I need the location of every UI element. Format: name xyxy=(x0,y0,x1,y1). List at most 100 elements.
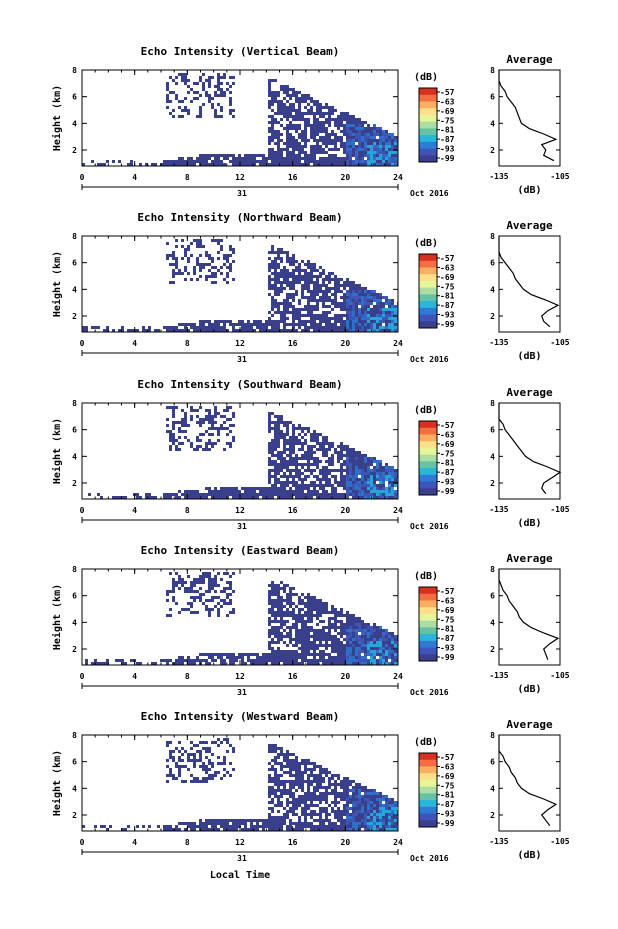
colorbar-tick-label: -93 xyxy=(440,311,455,320)
colorbar-swatch xyxy=(419,307,437,315)
colorbar-swatch xyxy=(419,474,437,482)
avg-y-tick-label: 8 xyxy=(490,731,495,740)
y-tick-label: 2 xyxy=(72,146,77,155)
colorbar-swatch xyxy=(419,280,437,289)
colorbar-tick-label: -63 xyxy=(440,762,455,771)
y-axis-label: Height (km) xyxy=(51,584,63,650)
avg-profile-line xyxy=(498,403,562,495)
avg-y-tick-label: 2 xyxy=(490,146,495,155)
month-label: Oct 2016 xyxy=(410,355,449,364)
colorbar-swatch xyxy=(419,114,437,123)
colorbar-tick-label: -87 xyxy=(440,634,455,643)
colorbar: -57-63-69-75-81-87-93-99 xyxy=(418,87,455,163)
x-tick-label: 16 xyxy=(288,838,298,847)
colorbar-swatch xyxy=(419,481,437,489)
colorbar: -57-63-69-75-81-87-93-99 xyxy=(418,752,455,828)
avg-y-tick-label: 4 xyxy=(490,784,495,793)
x-tick-label: 8 xyxy=(185,672,190,681)
colorbar-tick-label: -69 xyxy=(440,606,455,615)
y-tick-label: 4 xyxy=(72,784,77,793)
colorbar-tick-label: -57 xyxy=(440,254,455,263)
avg-y-tick-label: 6 xyxy=(490,259,495,268)
colorbar-swatch xyxy=(419,447,437,456)
colorbar-tick-label: -87 xyxy=(440,468,455,477)
y-tick-label: 4 xyxy=(72,452,77,461)
colorbar-swatch xyxy=(419,800,437,808)
day-label: 31 xyxy=(237,854,247,863)
colorbar-tick-label: -63 xyxy=(440,97,455,106)
colorbar-swatch xyxy=(419,314,437,322)
colorbar-swatch xyxy=(419,267,437,275)
heatmap-cells xyxy=(85,572,398,665)
x-tick-label: 12 xyxy=(235,838,245,847)
x-tick-label: 0 xyxy=(80,672,85,681)
x-tick-label: 4 xyxy=(132,672,137,681)
colorbar-tick-label: -93 xyxy=(440,810,455,819)
colorbar-swatch xyxy=(419,135,437,143)
y-ticks: 2 4 6 8 xyxy=(72,565,398,654)
average-profile: Average 2 4 6 8 -135 -105 (dB) xyxy=(489,219,569,362)
average-title: Average xyxy=(506,386,553,399)
x-tick-label: 24 xyxy=(393,672,403,681)
heatmap-cells xyxy=(82,239,398,332)
x-tick-label: 24 xyxy=(393,506,403,515)
colorbar-swatch xyxy=(419,600,437,608)
x-tick-label: 16 xyxy=(288,173,298,182)
panel-1: Echo Intensity (Vertical Beam) 0 4 8 12 16 20 2… xyxy=(51,45,570,198)
colorbar-tick-label: -57 xyxy=(440,88,455,97)
x-tick-label: 16 xyxy=(288,506,298,515)
colorbar-swatch xyxy=(419,813,437,821)
colorbar-swatch xyxy=(419,287,437,295)
y-axis-label: Height (km) xyxy=(51,750,63,816)
avg-profile-line xyxy=(498,735,558,827)
average-frame xyxy=(498,568,561,666)
colorbar-tick-label: -87 xyxy=(440,800,455,809)
colorbar-swatch xyxy=(419,806,437,814)
x-tick-label: 8 xyxy=(185,838,190,847)
colorbar-frame xyxy=(418,87,438,163)
avg-y-tick-label: 4 xyxy=(490,285,495,294)
avg-x-tick-label: -105 xyxy=(550,172,569,181)
y-axis-label: Height (km) xyxy=(51,85,63,151)
panel-title: Echo Intensity (Eastward Beam) xyxy=(141,544,340,557)
colorbar-swatch xyxy=(419,121,437,129)
y-tick-label: 6 xyxy=(72,259,77,268)
y-tick-label: 2 xyxy=(72,645,77,654)
colorbar-swatch xyxy=(419,820,437,828)
x-tick-label: 4 xyxy=(132,339,137,348)
avg-y-tick-label: 8 xyxy=(490,399,495,408)
avg-y-tick-label: 8 xyxy=(490,565,495,574)
colorbar-swatch xyxy=(419,607,437,615)
x-tick-label: 20 xyxy=(341,672,351,681)
day-label: 31 xyxy=(237,522,247,531)
y-tick-label: 2 xyxy=(72,479,77,488)
avg-y-tick-label: 6 xyxy=(490,592,495,601)
colorbar-swatch xyxy=(419,155,437,163)
avg-y-tick-label: 6 xyxy=(490,758,495,767)
avg-x-tick-label: -135 xyxy=(489,671,508,680)
month-label: Oct 2016 xyxy=(410,522,449,531)
avg-x-label: (dB) xyxy=(517,518,541,529)
colorbar-frame xyxy=(418,420,438,496)
avg-y-tick-label: 2 xyxy=(490,312,495,321)
panel-title: Echo Intensity (Southward Beam) xyxy=(137,378,342,391)
colorbar-tick-label: -75 xyxy=(440,282,455,291)
colorbar-unit: (dB) xyxy=(414,571,438,582)
month-label: Oct 2016 xyxy=(410,688,449,697)
day-label: 31 xyxy=(237,189,247,198)
x-tick-label: 16 xyxy=(288,339,298,348)
colorbar: -57-63-69-75-81-87-93-99 xyxy=(418,420,455,496)
colorbar-swatch xyxy=(419,593,437,601)
heatmap-cells xyxy=(88,406,398,499)
colorbar-tick-label: -75 xyxy=(440,781,455,790)
colorbar-swatch xyxy=(419,274,437,282)
day-label: 31 xyxy=(237,355,247,364)
colorbar-tick-label: -69 xyxy=(440,772,455,781)
colorbar-unit: (dB) xyxy=(414,737,438,748)
colorbar-tick-label: -99 xyxy=(440,320,455,329)
avg-profile-line xyxy=(498,236,560,328)
colorbar-swatch xyxy=(419,766,437,774)
avg-x-label: (dB) xyxy=(517,850,541,861)
average-title: Average xyxy=(506,552,553,565)
colorbar-unit: (dB) xyxy=(414,238,438,249)
